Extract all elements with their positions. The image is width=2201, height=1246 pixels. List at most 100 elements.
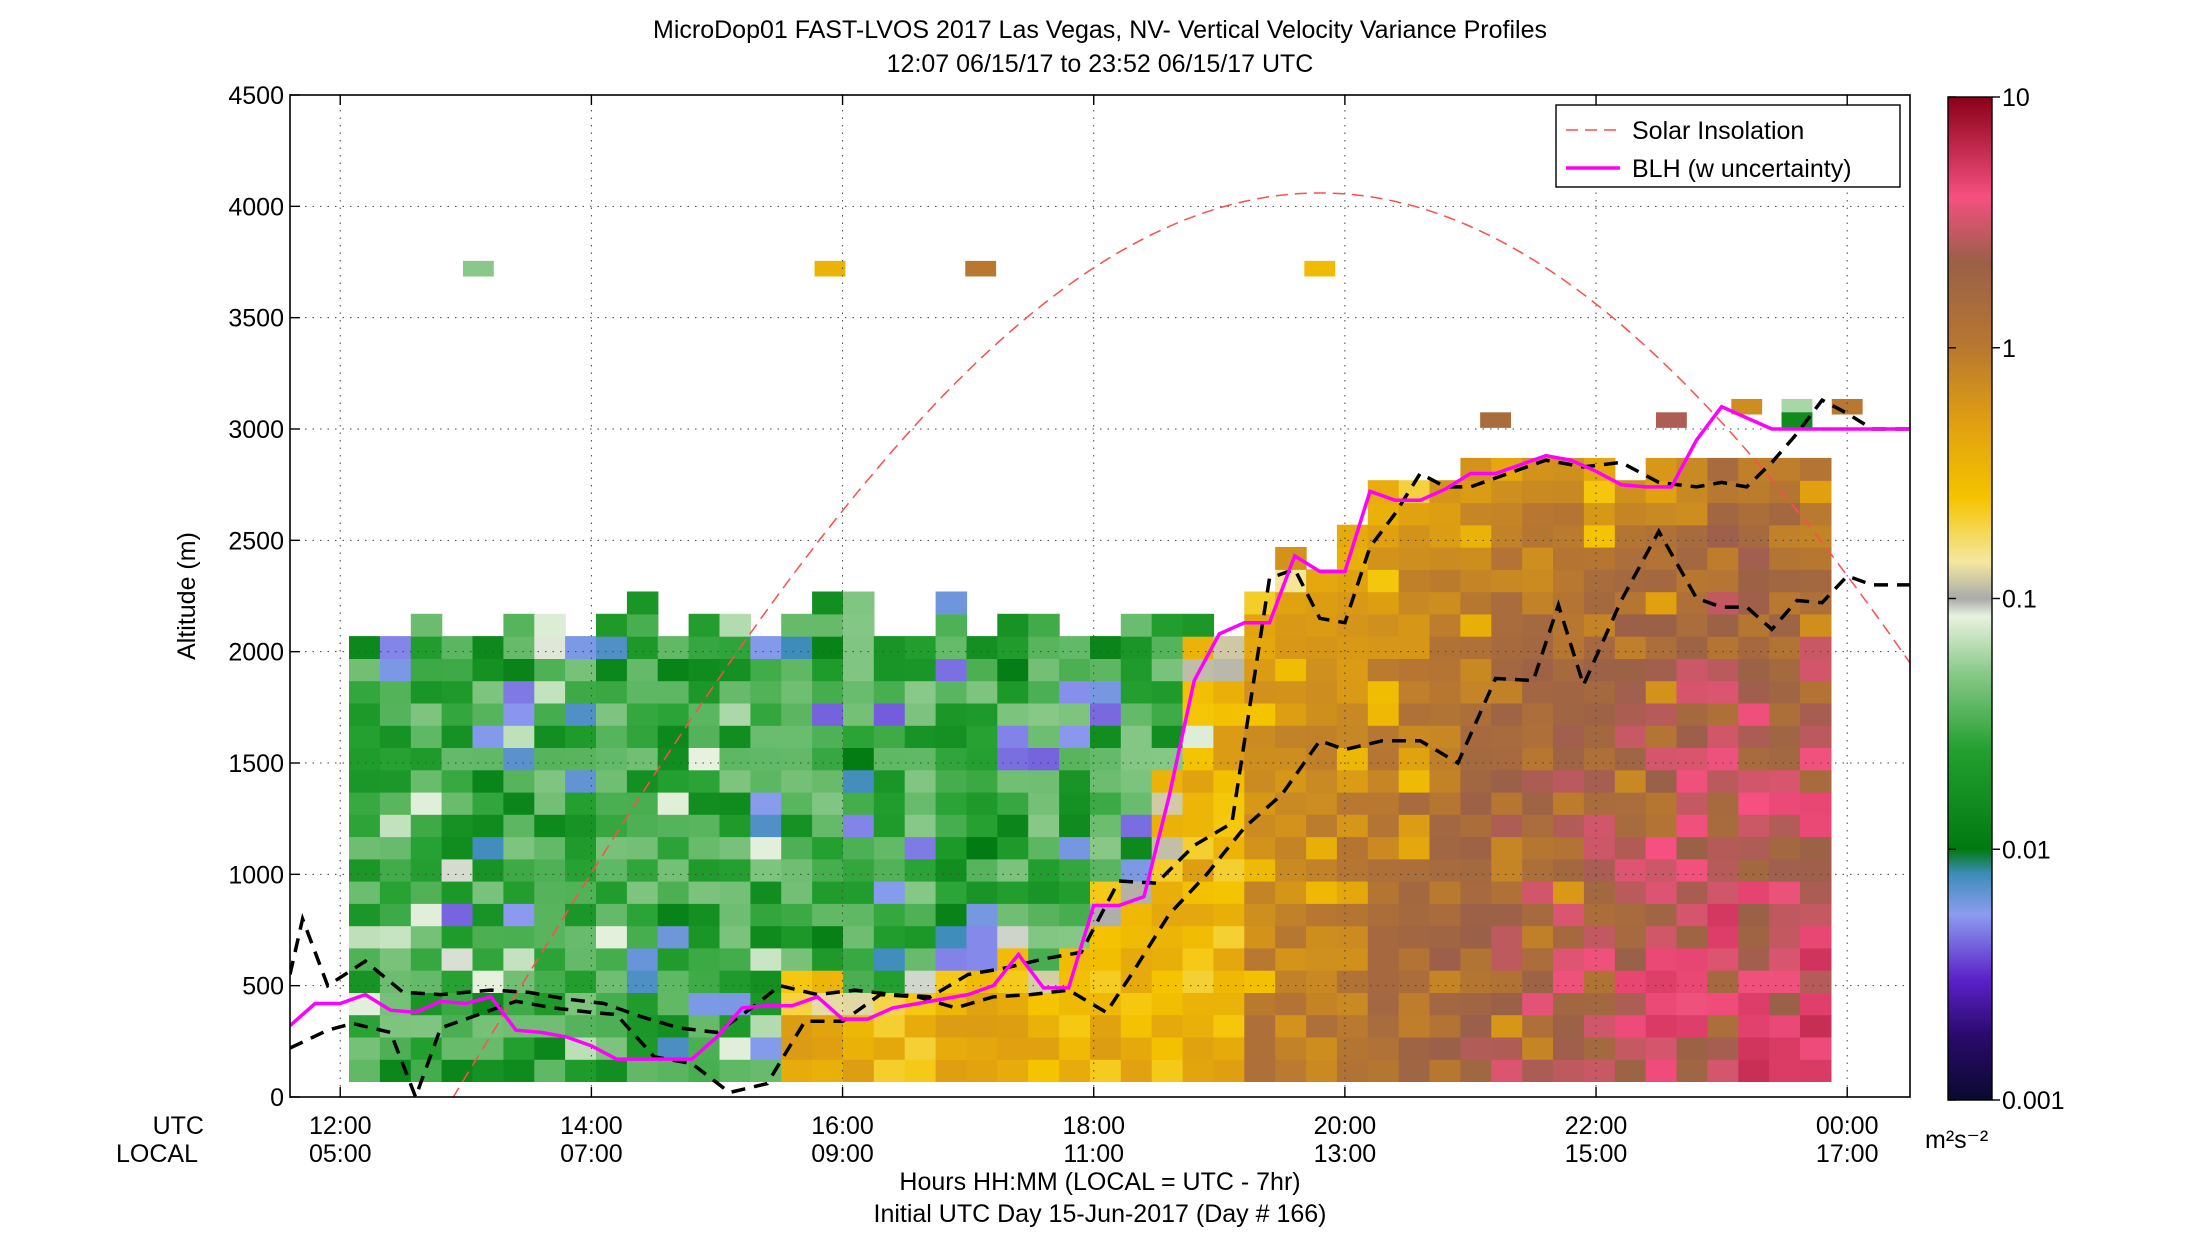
heatmap-cell [657,658,690,682]
heatmap-cell [1090,858,1122,882]
heatmap-cell [1182,747,1215,771]
heatmap-cell [1522,636,1554,659]
heatmap-cell [1769,970,1801,993]
heatmap-cell [1800,747,1832,771]
heatmap-cell [966,1014,998,1038]
heatmap-cell [1769,591,1801,615]
heatmap-cell [1090,970,1122,993]
heatmap-cell [1522,524,1554,548]
x-tick-label-local: 09:00 [811,1140,874,1168]
x-tick-label-utc: 20:00 [1314,1112,1377,1140]
heatmap-cell [379,769,412,793]
heatmap-cell [1769,725,1801,748]
heatmap-cell [719,858,751,882]
heatmap-cell [1583,992,1616,1016]
heatmap-cell [1460,836,1492,860]
heatmap-cell [1244,1014,1276,1038]
heatmap-cell [719,1014,751,1038]
heatmap-cell [1090,702,1122,726]
heatmap-cell [565,1014,597,1038]
heatmap-cell [812,970,844,993]
heatmap-cell [935,591,968,615]
heatmap-cell [1769,658,1801,682]
heatmap-cell [966,791,998,815]
heatmap-cell [1583,547,1616,570]
heatmap-cell [812,858,844,882]
heatmap-cell [1769,702,1801,726]
heatmap-cell [873,747,906,771]
heatmap-cell [1583,613,1616,637]
heatmap-cell [1707,903,1739,927]
heatmap-cell [1460,658,1492,682]
heatmap-cell [503,791,535,815]
heatmap-cell [1367,970,1400,993]
heatmap-cell [534,925,566,949]
heatmap-cell [1460,791,1492,815]
heatmap-cell [1707,457,1739,481]
heatmap-cell [1028,791,1060,815]
heatmap-cell [966,947,998,971]
heatmap-cell [843,725,875,748]
heatmap-cell [1367,747,1400,771]
heatmap-cell [1491,925,1523,949]
heatmap-cell [1614,925,1647,949]
heatmap-cell [1553,547,1585,570]
heatmap-cell [1090,680,1122,704]
heatmap-cell [750,658,782,682]
heatmap-cell [1059,769,1091,793]
heatmap-cell [657,791,690,815]
heatmap-cell [1120,1059,1153,1082]
heatmap-cell [873,947,906,971]
heatmap-cell [1769,569,1801,593]
heatmap-cell [1244,970,1276,993]
colorbar-tick-label: 0.01 [2002,836,2051,864]
y-tick-label: 4000 [228,193,284,221]
heatmap-cell [565,769,597,793]
heatmap-cell [1429,1036,1461,1060]
heatmap-cell [1090,747,1122,771]
heatmap-cell [1398,769,1431,793]
heatmap-cell [1028,925,1060,949]
chart-title: MicroDop01 FAST-LVOS 2017 Las Vegas, NV-… [653,16,1547,44]
heatmap-cell [1800,1014,1832,1038]
heatmap-cell [1800,791,1832,815]
heatmap-cell [626,791,659,815]
heatmap-cell [781,702,813,726]
x-tick-label-utc: 18:00 [1062,1112,1125,1140]
heatmap-cell [1120,658,1153,682]
colorbar-ticks: 0.001 0.01 0.1 1 10 [1948,84,2065,1115]
heatmap-cell [1429,636,1461,659]
heatmap-cell [1275,970,1307,993]
heatmap-cell [781,858,813,882]
heatmap-cell [1429,658,1461,682]
heatmap-cell [843,636,875,659]
blh-upper-bound-line [290,397,1910,1035]
heatmap-cell [1120,613,1153,637]
heatmap-cell [1707,636,1739,659]
heatmap-cell [1614,903,1647,927]
heatmap-cell [349,702,381,726]
heatmap-cell [1275,747,1307,771]
heatmap-cell [719,970,751,993]
heatmap-cell [1213,658,1245,682]
heatmap-cell [596,858,628,882]
colorbar-tick-label: 0.001 [2002,1087,2065,1115]
heatmap-cell [596,836,628,860]
heatmap-cell [1059,881,1091,904]
heatmap-cell [1275,1014,1307,1038]
heatmap-cell [1275,1059,1307,1082]
heatmap-cell [1367,947,1400,971]
heatmap-cell [688,1059,721,1082]
heatmap-cell [966,769,998,793]
heatmap-cell [1244,591,1276,615]
heatmap-cell [904,836,937,860]
heatmap-cell [812,769,844,793]
heatmap-cell [1522,791,1554,815]
heatmap-cell [1614,547,1647,570]
heatmap-cell [1707,858,1739,882]
heatmap-cell [1182,769,1215,793]
heatmap-cell [1707,947,1739,971]
heatmap-cell [1275,858,1307,882]
heatmap-cell [1059,636,1091,659]
heatmap-cell [1553,769,1585,793]
